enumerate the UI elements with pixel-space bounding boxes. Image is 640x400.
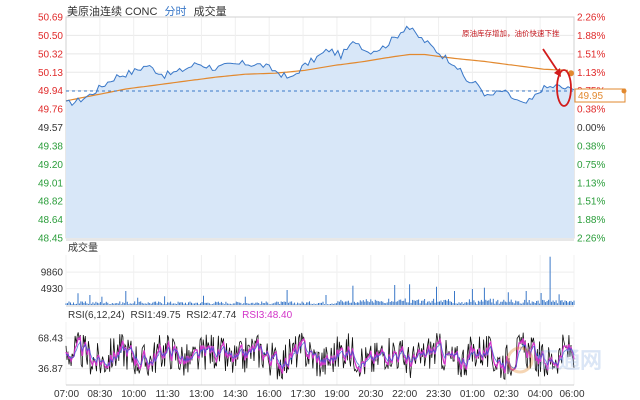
time-tick-label: 22:00 xyxy=(392,389,417,400)
last-price-box xyxy=(574,88,626,103)
price-tick-label: 48.82 xyxy=(38,197,63,208)
percent-tick-label: 0.75% xyxy=(577,160,605,171)
percent-tick-label: 1.13% xyxy=(577,178,605,189)
rsi2-value: RSI2:47.74 xyxy=(186,310,236,321)
price-tick-label: 49.38 xyxy=(38,141,63,152)
volume-tick-label: 9860 xyxy=(41,268,64,279)
time-tick-label: 19:00 xyxy=(324,389,349,400)
price-tick-label: 48.45 xyxy=(38,234,63,245)
volume-toggle[interactable]: 成交量 xyxy=(194,4,227,18)
time-tick-label: 04:00 xyxy=(528,389,553,400)
svg-text:美原油连续 CONC 分时 成交量: 美原油连续 CONC 分时 成交量 xyxy=(67,4,227,18)
time-tick-label: 17:30 xyxy=(291,389,316,400)
watermark-text: 汇通网 xyxy=(536,348,602,373)
price-tick-label: 49.57 xyxy=(38,123,63,134)
percent-tick-label: 1.51% xyxy=(577,49,605,60)
rsi-tick-label: 68.43 xyxy=(38,334,63,345)
percent-tick-label: 1.88% xyxy=(577,31,605,42)
rsi1-line xyxy=(65,332,575,380)
price-area-fill xyxy=(66,26,574,239)
rsi-params: RSI(6,12,24) xyxy=(68,310,125,321)
time-tick-label: 23:30 xyxy=(426,389,451,400)
time-tick-label: 06:00 xyxy=(559,389,584,400)
percent-tick-label: 1.13% xyxy=(577,68,605,79)
time-tick-label: 13:00 xyxy=(189,389,214,400)
percent-tick-label: 2.26% xyxy=(577,13,605,24)
watermark-logo: 汇通网 xyxy=(506,346,602,374)
rsi-panel: RSI(6,12,24) RSI1:49.75 RSI2:47.74 RSI3:… xyxy=(38,305,575,385)
price-tick-label: 49.76 xyxy=(38,105,63,116)
volume-panel: 成交量 9860 4930 xyxy=(41,239,575,305)
period-tab[interactable]: 分时 xyxy=(165,5,187,18)
annotation-arrow-shaft xyxy=(542,48,558,71)
watermark-globe-icon xyxy=(506,346,534,374)
price-tick-label: 49.01 xyxy=(38,178,63,189)
price-panel: 50.69 50.50 50.32 50.13 49.94 49.76 49.57 49.38… xyxy=(38,13,627,245)
time-tick-label: 16:00 xyxy=(257,389,282,400)
price-line xyxy=(65,25,575,107)
price-tick-label: 48.64 xyxy=(38,215,63,226)
last-price-label: 49.95 xyxy=(578,91,603,102)
time-tick-label: 02:30 xyxy=(494,389,519,400)
rsi1-value: RSI1:49.75 xyxy=(130,310,180,321)
percent-tick-label: 1.51% xyxy=(577,197,605,208)
rsi-tick-label: 36.87 xyxy=(38,364,63,375)
instrument-name: 美原油连续 CONC xyxy=(67,4,157,18)
price-tick-label: 50.50 xyxy=(38,31,63,42)
volume-tick-label: 4930 xyxy=(41,284,64,295)
news-annotation: 原油库存增加，油价快速下挫 xyxy=(462,28,572,107)
time-tick-label: 14:30 xyxy=(223,389,248,400)
average-price-line xyxy=(65,53,569,102)
annotation-circle xyxy=(556,69,572,107)
time-tick-label: 08:30 xyxy=(87,389,112,400)
percent-tick-label: 0.38% xyxy=(577,141,605,152)
price-tick-label: 50.32 xyxy=(38,49,63,60)
percent-tick-label: 0.00% xyxy=(577,123,605,134)
annotation-text: 原油库存增加，油价快速下挫 xyxy=(462,28,560,38)
rsi2-line xyxy=(65,340,575,371)
time-tick-label: 01:00 xyxy=(460,389,485,400)
price-tick-label: 50.69 xyxy=(38,13,63,24)
ref-price-dot xyxy=(621,88,627,94)
percent-tick-label: 1.88% xyxy=(577,215,605,226)
price-tick-label: 49.94 xyxy=(38,86,63,97)
time-tick-label: 20:30 xyxy=(358,389,383,400)
percent-tick-label: 2.26% xyxy=(577,234,605,245)
time-tick-label: 07:00 xyxy=(54,389,79,400)
volume-title: 成交量 xyxy=(68,241,98,254)
price-tick-label: 49.20 xyxy=(38,160,63,171)
percent-tick-label: 0.38% xyxy=(577,105,605,116)
time-tick-label: 11:30 xyxy=(155,389,180,400)
price-tick-label: 50.13 xyxy=(38,68,63,79)
rsi3-value: RSI3:48.40 xyxy=(242,310,292,321)
svg-text:RSI(6,12,24) RSI1:49.75: RSI(6,12,24) RSI1:49.75 RSI2:47.74 RSI3:… xyxy=(68,310,293,321)
time-tick-label: 10:00 xyxy=(121,389,146,400)
time-axis: 07:00 08:30 10:00 11:30 13:00 14:30 16:00 17:30… xyxy=(54,384,585,400)
